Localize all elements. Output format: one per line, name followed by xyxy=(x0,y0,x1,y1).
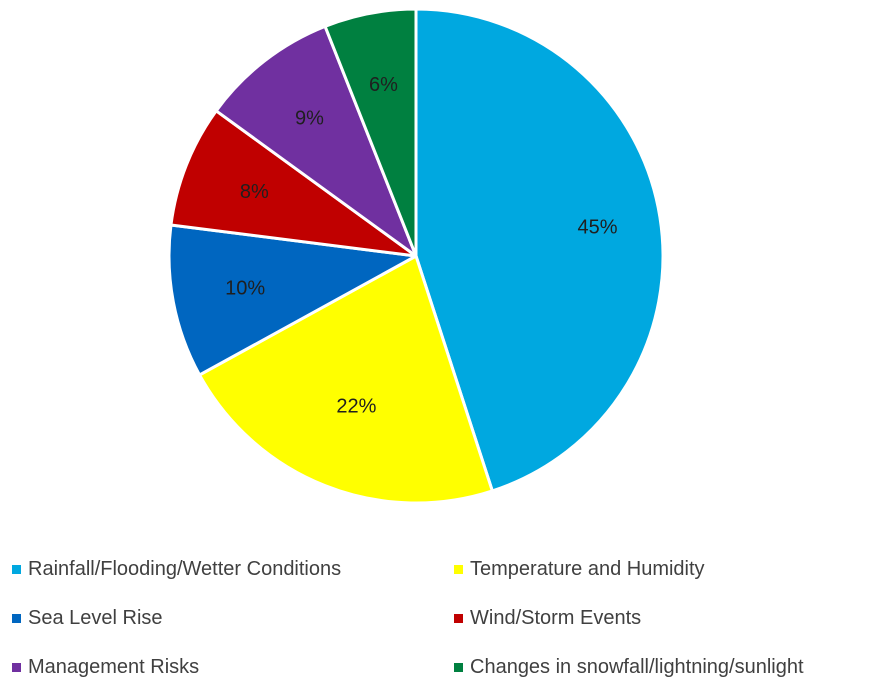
legend-label-temperature: Temperature and Humidity xyxy=(470,558,705,580)
legend-item-management[interactable]: Management Risks xyxy=(12,656,199,679)
legend-label-snowfall: Changes in snowfall/lightning/sunlight xyxy=(470,656,804,678)
legend-swatch-wind xyxy=(454,614,463,623)
pie-slice-sea-level[interactable] xyxy=(167,223,418,377)
data-label-sea-level: 10% xyxy=(225,278,265,300)
pie-chart: 45% 22% 10% 8% 9% 6% xyxy=(167,7,665,505)
legend-item-sea-level[interactable]: Sea Level Rise xyxy=(12,607,163,630)
data-label-rainfall: 45% xyxy=(577,216,617,238)
data-label-wind: 8% xyxy=(240,181,269,203)
legend-swatch-management xyxy=(12,663,21,672)
data-label-management: 9% xyxy=(295,108,324,130)
data-label-temperature: 22% xyxy=(336,396,376,418)
legend-swatch-rainfall xyxy=(12,565,21,574)
legend-label-sea-level: Sea Level Rise xyxy=(28,607,163,629)
pie-slice-rainfall[interactable] xyxy=(414,7,665,493)
legend-label-management: Management Risks xyxy=(28,656,200,678)
legend-item-temperature[interactable]: Temperature and Humidity xyxy=(454,558,705,581)
legend-label-rainfall: Rainfall/Flooding/Wetter Conditions xyxy=(28,558,342,580)
legend-item-wind[interactable]: Wind/Storm Events xyxy=(454,607,641,630)
legend-label-wind: Wind/Storm Events xyxy=(470,607,642,629)
data-label-snowfall: 6% xyxy=(369,74,398,96)
pie-slice-management[interactable] xyxy=(214,24,418,258)
legend-item-rainfall[interactable]: Rainfall/Flooding/Wetter Conditions xyxy=(12,558,341,581)
legend-swatch-temperature xyxy=(454,565,463,574)
pie-slice-temperature[interactable] xyxy=(198,254,494,505)
pie-slice-snowfall[interactable] xyxy=(323,7,418,258)
pie-slices xyxy=(167,7,665,505)
legend-swatch-sea-level xyxy=(12,614,21,623)
pie-data-labels: 45% 22% 10% 8% 9% 6% xyxy=(225,74,618,417)
pie-slice-wind[interactable] xyxy=(169,109,418,258)
legend-item-snowfall[interactable]: Changes in snowfall/lightning/sunlight xyxy=(454,656,804,679)
legend-swatch-snowfall xyxy=(454,663,463,672)
